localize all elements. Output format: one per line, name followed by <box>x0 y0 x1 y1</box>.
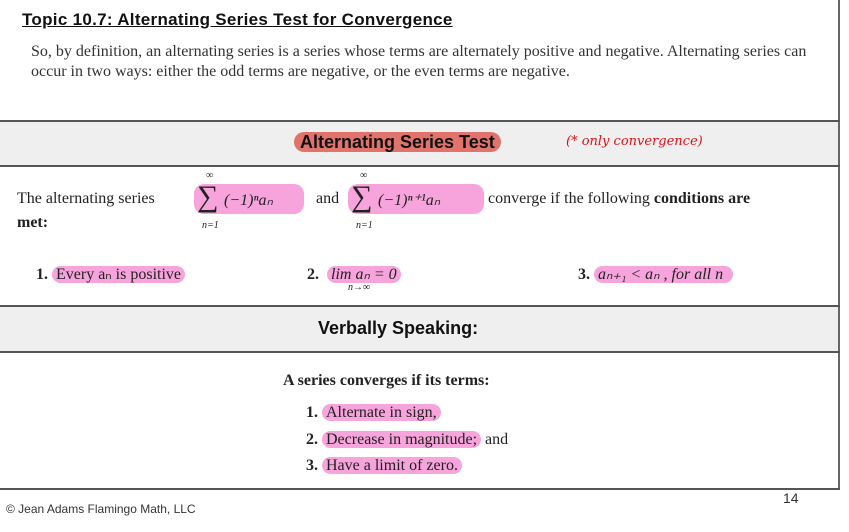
test-heading: Alternating Series Test <box>294 132 501 153</box>
divider <box>0 165 840 167</box>
sum-upper-limit: ∞ <box>206 170 214 181</box>
item-text: Have a limit of zero. <box>322 457 462 474</box>
and-text: and <box>316 190 340 207</box>
statement-suffix-text: converge if the following <box>488 190 650 207</box>
condition-2: 2. lim aₙ = 0 <box>307 264 401 284</box>
sigma-symbol: ∑ <box>351 180 373 213</box>
statement-suffix: converge if the following conditions are <box>488 190 750 208</box>
condition-number: 3. <box>578 266 590 283</box>
sum-upper-limit: ∞ <box>360 170 368 181</box>
divider <box>0 120 840 122</box>
test-heading-text: Alternating Series Test <box>294 132 501 152</box>
verbal-heading: Verbally Speaking: <box>318 318 479 338</box>
condition-number: 2. <box>307 266 319 283</box>
condition-text: Every aₙ is positive <box>52 266 186 283</box>
sum-lower-limit: n=1 <box>356 220 373 231</box>
series-1-highlight <box>194 184 304 214</box>
intro-paragraph: So, by definition, an alternating series… <box>31 43 807 80</box>
item-number: 3. <box>306 457 318 474</box>
divider <box>0 351 840 353</box>
condition-number: 1. <box>36 266 48 283</box>
verbal-item-3: 3. Have a limit of zero. <box>306 457 462 475</box>
verbal-lead: A series converges if its terms: <box>283 372 490 389</box>
series-1-term: (−1)ⁿaₙ <box>224 192 273 209</box>
verbal-item-2: 2. Decrease in magnitude; and <box>306 431 508 449</box>
item-tail: and <box>481 431 509 448</box>
sigma-symbol: ∑ <box>197 180 219 213</box>
condition-text: aₙ₊₁ < aₙ , for all n <box>594 266 734 283</box>
condition-1: 1. Every aₙ is positive <box>36 264 186 284</box>
box-right-border <box>838 0 840 490</box>
page-title: Topic 10.7: Alternating Series Test for … <box>22 10 453 29</box>
limit-subscript: n→∞ <box>348 282 371 293</box>
verbal-heading-band <box>0 306 838 352</box>
item-number: 2. <box>306 431 318 448</box>
item-text: Alternate in sign, <box>322 404 441 421</box>
page-number: 14 <box>783 490 799 506</box>
statement-bold: conditions are <box>653 190 751 207</box>
series-2-highlight <box>348 184 484 214</box>
condition-3: 3. aₙ₊₁ < aₙ , for all n <box>578 264 734 284</box>
statement-prefix: The alternating series <box>17 190 155 207</box>
series-2-term: (−1)ⁿ⁺¹aₙ <box>378 192 441 209</box>
condition-text: lim aₙ = 0 <box>327 266 401 283</box>
verbal-item-1: 1. Alternate in sign, <box>306 404 441 422</box>
sum-lower-limit: n=1 <box>202 220 219 231</box>
statement-end: met: <box>17 214 49 231</box>
item-number: 1. <box>306 404 318 421</box>
handwritten-note: (* only convergence) <box>566 134 703 149</box>
item-text: Decrease in magnitude; <box>322 431 482 448</box>
box-bottom-border <box>0 488 840 490</box>
copyright-footer: © Jean Adams Flamingo Math, LLC <box>6 502 196 516</box>
divider <box>0 305 840 307</box>
